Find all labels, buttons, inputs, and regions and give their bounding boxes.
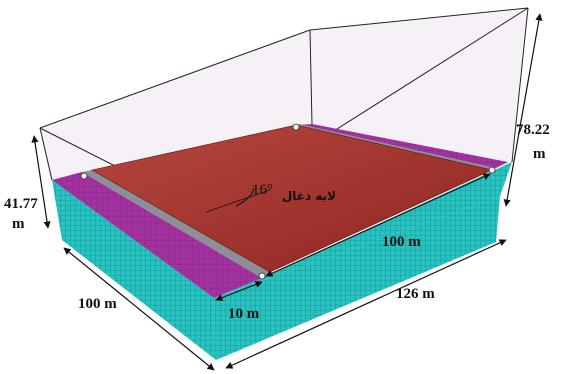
corner-marker <box>80 172 88 180</box>
wireframe-edge <box>309 7 529 31</box>
angle-label: 16° <box>252 182 273 198</box>
gray-strip-back <box>296 124 496 170</box>
height-right-value: 78.22 <box>516 122 550 138</box>
length-side-label: 126 m <box>396 286 435 302</box>
height-left-value: 41.77 <box>4 196 38 212</box>
dim-length-slope <box>265 173 491 277</box>
length-slope-label: 100 m <box>382 234 421 250</box>
corner-marker <box>258 272 266 280</box>
corner-marker <box>292 123 300 131</box>
height-right-unit: m <box>533 146 546 162</box>
corner-marker <box>488 166 496 174</box>
height-left-unit: m <box>12 216 25 232</box>
gray-strip <box>82 170 270 278</box>
gap-label: 10 m <box>228 306 260 322</box>
dim-height-left <box>31 135 51 229</box>
angle-ref-line <box>205 189 271 213</box>
wireframe-edge <box>309 29 313 126</box>
dim-width-front <box>63 247 215 371</box>
coal-layer-label: لایه ذغال <box>282 189 336 203</box>
dim-height-right <box>503 13 543 207</box>
width-front-label: 100 m <box>78 296 117 312</box>
wireframe-edge <box>39 29 311 129</box>
